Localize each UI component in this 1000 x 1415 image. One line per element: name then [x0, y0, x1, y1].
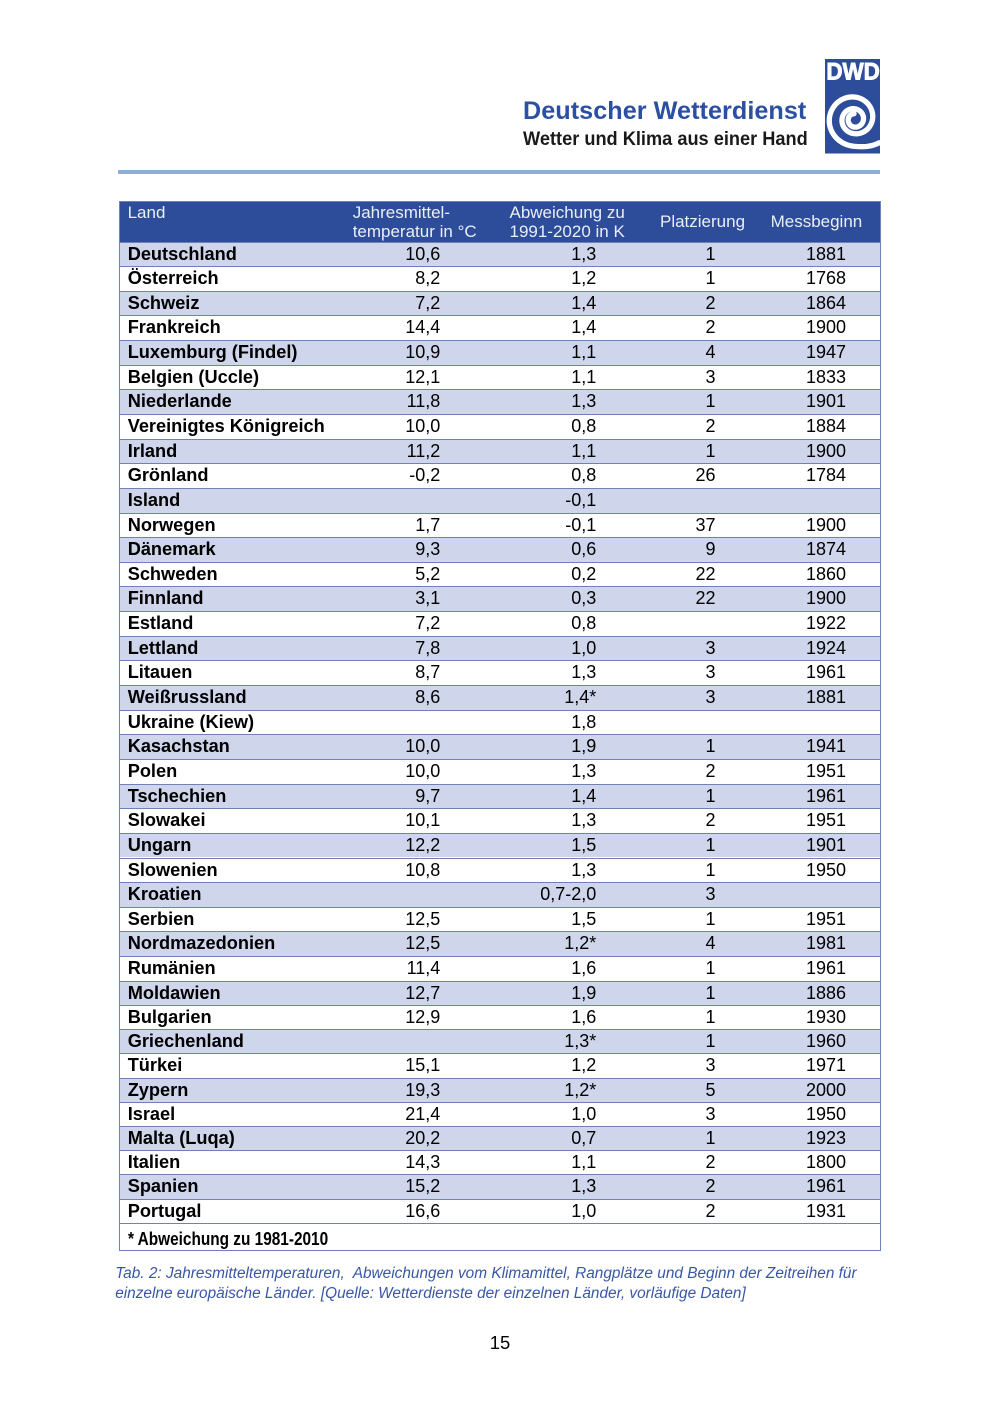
svg-text:DWD: DWD: [826, 59, 880, 85]
